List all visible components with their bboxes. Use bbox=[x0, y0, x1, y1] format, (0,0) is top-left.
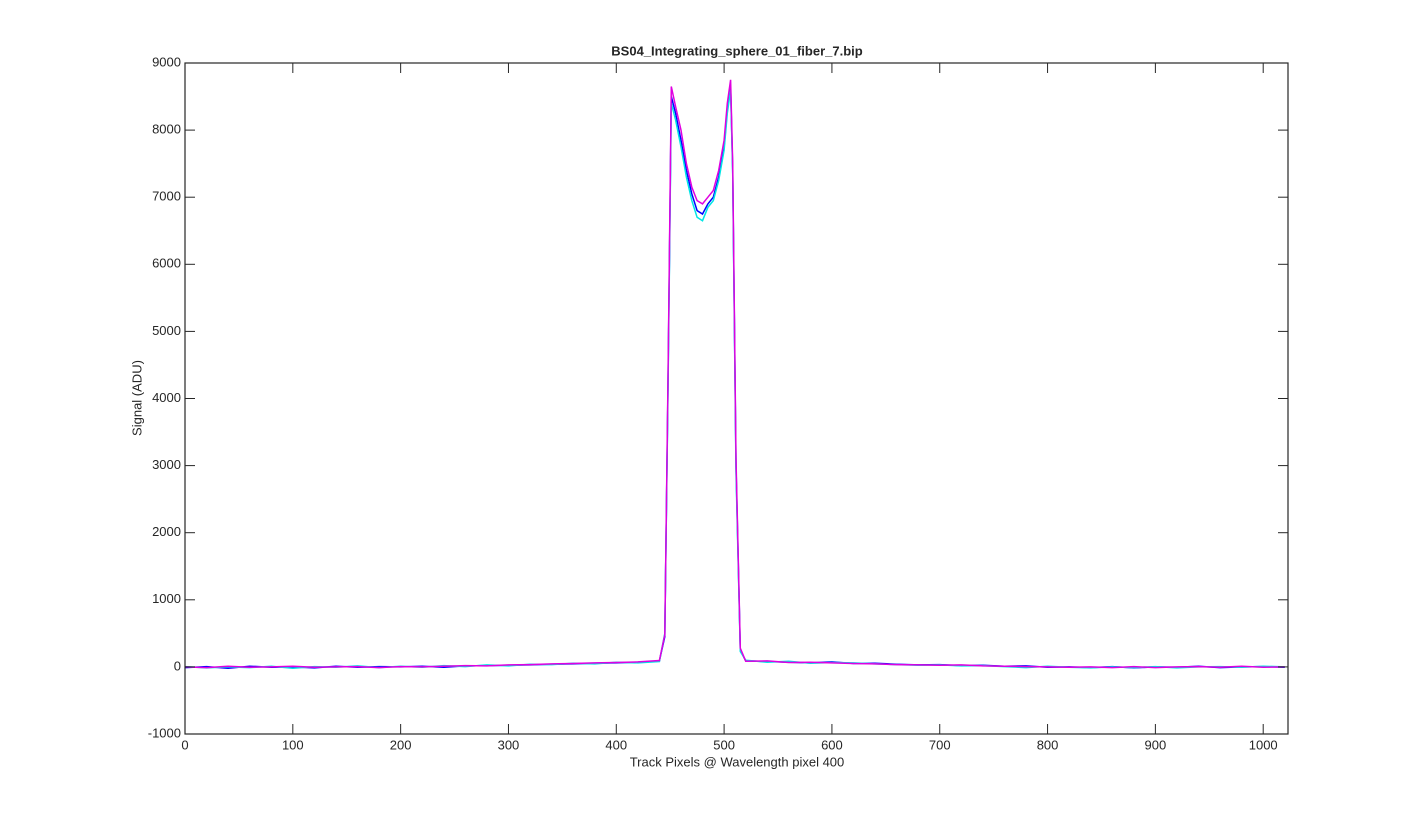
series-line bbox=[184, 79, 1285, 669]
y-tick-label: 8000 bbox=[152, 122, 181, 137]
x-tick-label: 300 bbox=[498, 737, 520, 752]
y-tick-label: 2000 bbox=[152, 524, 181, 539]
y-tick-label: 7000 bbox=[152, 189, 181, 204]
x-tick-label: 0 bbox=[181, 737, 188, 752]
y-tick-label: 4000 bbox=[152, 390, 181, 405]
y-tick-label: -1000 bbox=[148, 725, 181, 740]
plot-area bbox=[184, 79, 1285, 669]
y-axis-label: Signal (ADU) bbox=[129, 360, 144, 436]
x-tick-label: 800 bbox=[1037, 737, 1059, 752]
x-tick-label: 700 bbox=[929, 737, 951, 752]
y-tick-label: 1000 bbox=[152, 591, 181, 606]
y-tick-label: 5000 bbox=[152, 323, 181, 338]
x-tick-label: 900 bbox=[1145, 737, 1167, 752]
x-tick-label: 600 bbox=[821, 737, 843, 752]
y-tick-label: 9000 bbox=[152, 54, 181, 69]
y-tick-label: 0 bbox=[174, 658, 181, 673]
x-tick-label: 500 bbox=[713, 737, 735, 752]
y-tick-label: 3000 bbox=[152, 457, 181, 472]
x-tick-label: 200 bbox=[390, 737, 412, 752]
x-axis-label: Track Pixels @ Wavelength pixel 400 bbox=[630, 754, 845, 769]
chart-title: BS04_Integrating_sphere_01_fiber_7.bip bbox=[611, 43, 862, 58]
x-tick-label: 100 bbox=[282, 737, 304, 752]
y-tick-label: 6000 bbox=[152, 256, 181, 271]
x-tick-label: 1000 bbox=[1249, 737, 1278, 752]
x-tick-label: 400 bbox=[605, 737, 627, 752]
